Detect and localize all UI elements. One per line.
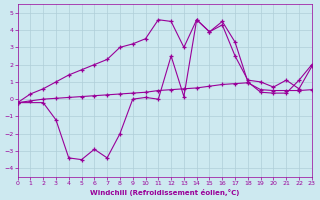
X-axis label: Windchill (Refroidissement éolien,°C): Windchill (Refroidissement éolien,°C) [90,189,239,196]
